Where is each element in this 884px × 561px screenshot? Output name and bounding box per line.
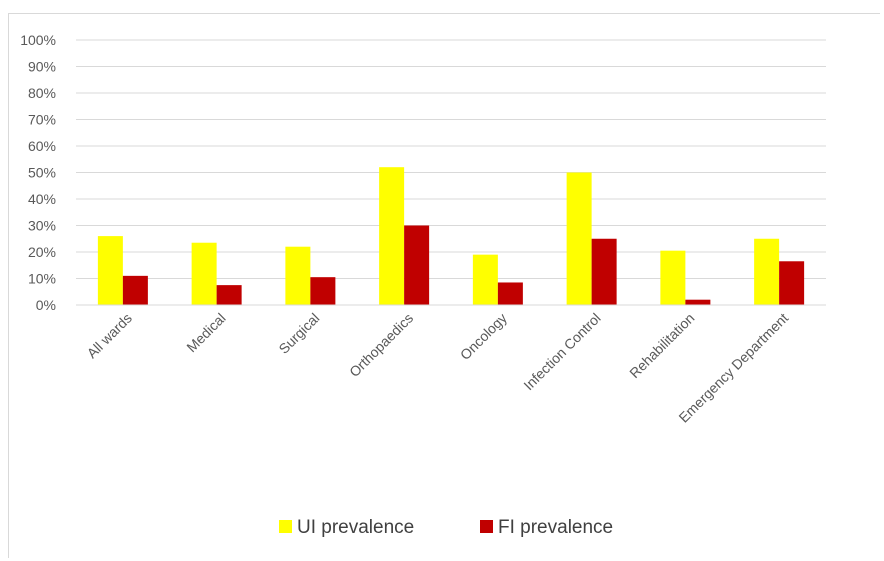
bar-fi-prevalence	[216, 285, 242, 305]
chart-frame	[8, 13, 880, 558]
bar-fi-prevalence	[122, 275, 148, 305]
x-tick-label: Emergency Department	[675, 310, 791, 426]
bar-ui-prevalence	[191, 242, 217, 305]
legend-label: FI prevalence	[498, 517, 613, 538]
x-tick-label: Surgical	[275, 310, 322, 357]
x-tick-label: Medical	[183, 310, 228, 355]
y-tick-label: 70%	[28, 112, 56, 128]
y-tick-label: 80%	[28, 85, 56, 101]
legend-label: UI prevalence	[297, 517, 414, 538]
bar-ui-prevalence	[97, 236, 123, 305]
bar-fi-prevalence	[685, 299, 711, 305]
bar-ui-prevalence	[472, 254, 498, 305]
x-tick-label: Oncology	[457, 310, 510, 363]
x-tick-label: Rehabilitation	[626, 310, 697, 381]
bars	[97, 167, 805, 305]
bar-ui-prevalence	[285, 246, 311, 305]
bar-ui-prevalence	[379, 167, 405, 305]
y-tick-label: 40%	[28, 191, 56, 207]
x-axis-labels: All wards Medical Surgical Orthopaedics Onco…	[84, 310, 792, 426]
legend-swatch	[480, 520, 493, 533]
y-tick-label: 60%	[28, 138, 56, 154]
bar-fi-prevalence	[310, 277, 336, 305]
bar-ui-prevalence	[754, 238, 780, 305]
legend: UI prevalence FI prevalence	[279, 517, 613, 538]
x-tick-label: Infection Control	[520, 310, 603, 393]
y-tick-label: 50%	[28, 165, 56, 181]
x-tick-label: Orthopaedics	[346, 310, 416, 380]
y-tick-label: 30%	[28, 218, 56, 234]
y-tick-label: 90%	[28, 59, 56, 75]
legend-swatch	[279, 520, 292, 533]
x-tick-label: All wards	[84, 310, 135, 361]
gridlines	[76, 39, 826, 279]
bar-fi-prevalence	[591, 238, 617, 305]
bar-ui-prevalence	[566, 172, 592, 305]
bar-fi-prevalence	[404, 225, 430, 305]
y-tick-label: 100%	[20, 32, 56, 48]
bar-ui-prevalence	[660, 250, 686, 305]
y-tick-label: 10%	[28, 271, 56, 287]
y-tick-label: 20%	[28, 244, 56, 260]
y-axis-ticks: 0% 10% 20% 30% 40% 50% 60% 70% 80% 90% 100%	[20, 32, 56, 313]
bar-fi-prevalence	[779, 261, 805, 305]
bar-fi-prevalence	[497, 282, 523, 305]
y-tick-label: 0%	[36, 297, 56, 313]
